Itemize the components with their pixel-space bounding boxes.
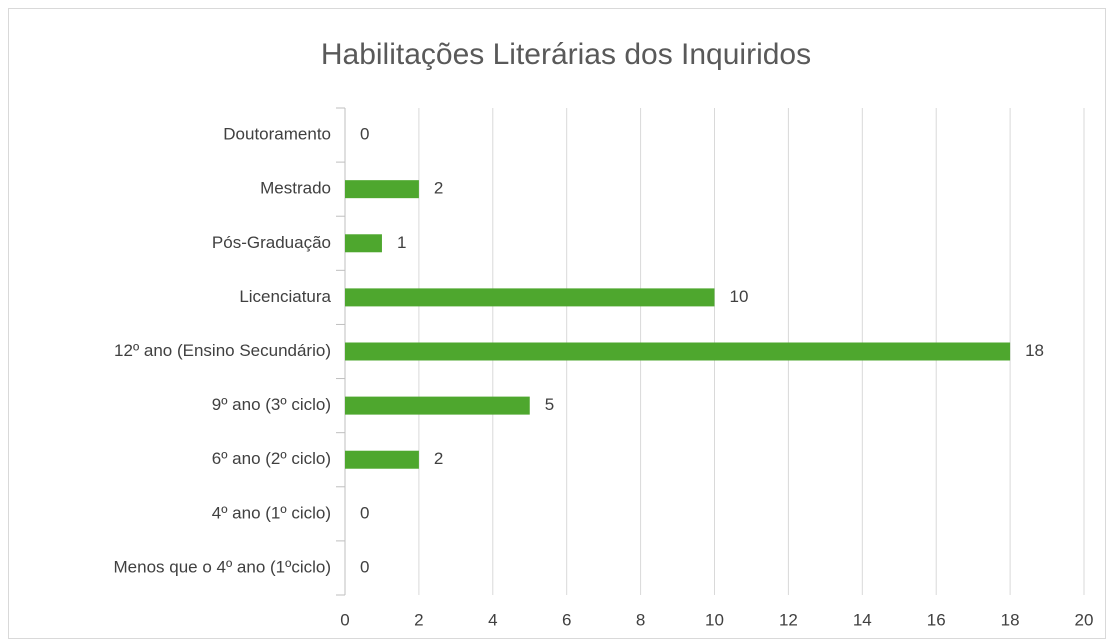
value-label: 2 xyxy=(434,449,443,468)
x-tick-label: 10 xyxy=(705,610,724,629)
bar xyxy=(345,396,530,415)
bar xyxy=(345,450,419,469)
x-tick-label: 16 xyxy=(927,610,946,629)
chart-title: Habilitações Literárias dos Inquiridos xyxy=(321,38,811,71)
x-tick-label: 18 xyxy=(1001,610,1020,629)
y-tick-label: Licenciatura xyxy=(239,287,331,306)
chart-border xyxy=(8,8,1106,639)
y-tick-label: Mestrado xyxy=(260,179,331,198)
x-tick-label: 6 xyxy=(562,610,571,629)
value-label: 18 xyxy=(1025,341,1044,360)
bar xyxy=(345,180,419,199)
bar xyxy=(345,342,1011,361)
y-tick-label: Doutoramento xyxy=(223,125,331,144)
value-label: 10 xyxy=(730,287,749,306)
y-tick-label: 6º ano (2º ciclo) xyxy=(212,449,331,468)
y-tick-label: Menos que o 4º ano (1ºciclo) xyxy=(114,557,331,576)
y-tick-label: 9º ano (3º ciclo) xyxy=(212,395,331,414)
value-label: 0 xyxy=(360,557,369,576)
x-tick-label: 4 xyxy=(488,610,497,629)
x-tick-label: 2 xyxy=(414,610,423,629)
x-tick-label: 8 xyxy=(636,610,645,629)
value-label: 5 xyxy=(545,395,554,414)
value-label: 0 xyxy=(360,503,369,522)
y-tick-label: 4º ano (1º ciclo) xyxy=(212,503,331,522)
y-tick-label: Pós-Graduação xyxy=(212,233,331,252)
value-label: 2 xyxy=(434,179,443,198)
bar xyxy=(345,234,382,253)
value-label: 1 xyxy=(397,233,406,252)
x-tick-label: 14 xyxy=(853,610,872,629)
value-label: 0 xyxy=(360,125,369,144)
bar xyxy=(345,288,715,307)
y-tick-label: 12º ano (Ensino Secundário) xyxy=(114,341,331,360)
x-tick-label: 20 xyxy=(1075,610,1094,629)
x-tick-label: 0 xyxy=(340,610,349,629)
x-tick-label: 12 xyxy=(779,610,798,629)
